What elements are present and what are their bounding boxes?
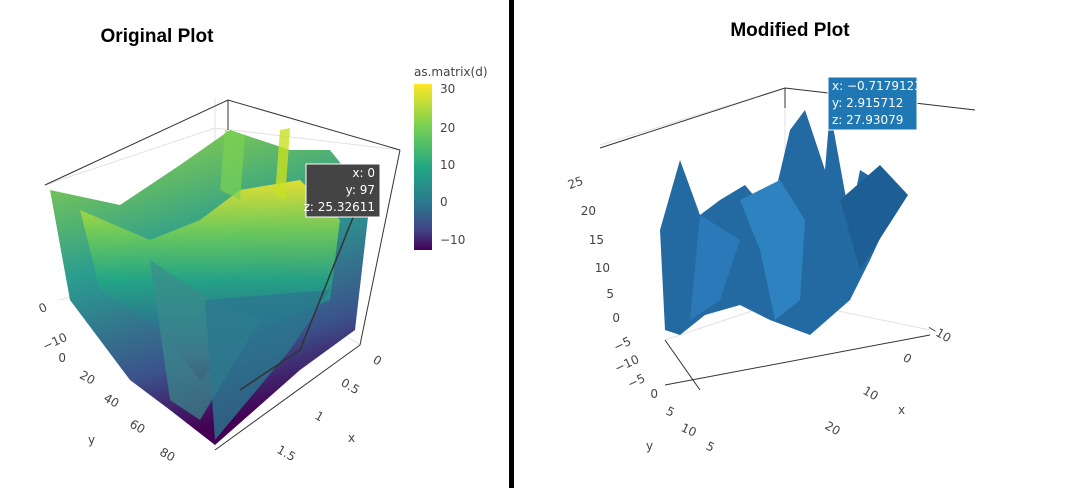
tooltip-line: x: −0.7179123 <box>832 79 922 93</box>
y-tick-label: 10 <box>679 421 699 440</box>
y-tick-label: −5 <box>625 371 647 391</box>
left-surface-shape <box>205 290 330 440</box>
y-tick-label: 20 <box>77 368 97 388</box>
colorbar-tick: 0 <box>440 195 448 209</box>
y-tick-label: 60 <box>127 417 147 437</box>
right-axes-shape <box>599 87 976 149</box>
colorbar-tick: 20 <box>440 121 455 135</box>
right-surface-shape <box>840 165 908 270</box>
left-surface-shape <box>275 128 290 200</box>
tooltip-line: x: 0 <box>352 166 375 180</box>
y-tick-label: 5 <box>704 439 717 455</box>
x-tick-label: 0 <box>371 352 385 368</box>
x-axis-label: x <box>898 403 905 417</box>
tooltip-line: y: 97 <box>346 183 375 197</box>
tooltip-line: z: 25.32611 <box>304 200 375 214</box>
right-surface <box>660 110 908 335</box>
x-tick-label: 10 <box>861 383 881 403</box>
y-axis-label: y <box>646 439 653 453</box>
z-tick-label: 0 <box>612 311 620 325</box>
left-axes-shape <box>214 149 401 451</box>
colorbar-tick: 10 <box>440 158 455 172</box>
x-tick-label: 1.5 <box>275 442 299 464</box>
y-tick-label: 80 <box>157 445 177 465</box>
colorbar-title: as.matrix(d) <box>414 65 488 79</box>
right-surface-shape <box>740 180 805 320</box>
colorbar <box>414 84 432 250</box>
tooltip-line: y: 2.915712 <box>832 96 903 110</box>
right-axes-shape <box>664 334 931 386</box>
z-tick-label: 0 <box>36 300 49 316</box>
right-axes-shape <box>599 87 976 146</box>
z-tick-label: 10 <box>595 261 610 275</box>
z-tick-label: −5 <box>611 334 633 354</box>
left-title: Original Plot <box>101 26 215 47</box>
left-surface-shape <box>220 130 245 200</box>
z-tick-label: 25 <box>566 174 585 192</box>
z-tick-label: 5 <box>606 287 614 301</box>
y-tick-label: 5 <box>664 404 677 420</box>
left-surface <box>50 128 370 445</box>
x-tick-label: 20 <box>823 418 843 438</box>
left-surface-shape <box>80 180 340 380</box>
y-tick-label: 0 <box>58 351 66 365</box>
x-tick-label: 0 <box>901 350 915 366</box>
right-surface-shape <box>690 215 740 320</box>
left-surface-shape <box>150 260 260 420</box>
z-tick-label: 20 <box>581 204 596 218</box>
z-tick-label: −10 <box>40 330 69 353</box>
colorbar-tick: −10 <box>440 233 465 247</box>
z-tick-label: 15 <box>589 233 604 247</box>
y-tick-label: 40 <box>101 391 121 411</box>
right-axes-shape <box>664 339 701 391</box>
x-axis-label: x <box>348 431 355 445</box>
y-tick-label: 0 <box>650 387 658 401</box>
divider <box>509 0 514 488</box>
tooltip-box <box>305 163 381 218</box>
tooltip-line: z: 27.93079 <box>832 113 903 127</box>
right-title: Modified Plot <box>730 20 850 41</box>
left-surface-shape <box>239 199 361 391</box>
x-tick-label: 0.5 <box>339 375 363 397</box>
colorbar-tick: 30 <box>440 82 455 96</box>
y-axis-label: y <box>88 433 95 447</box>
x-tick-label: −10 <box>925 320 954 345</box>
x-tick-label: 1 <box>313 408 327 424</box>
tooltip-box <box>827 76 918 131</box>
z-tick-label: −10 <box>612 352 641 375</box>
